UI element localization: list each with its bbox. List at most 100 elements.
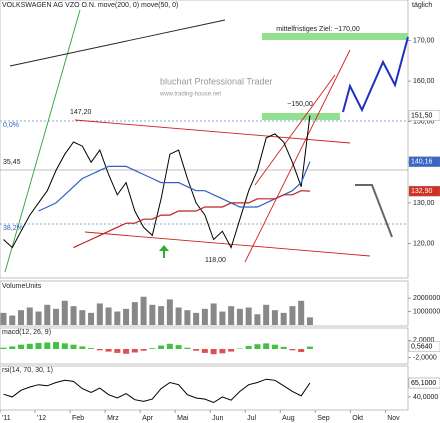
- macd-panel: [0, 327, 409, 365]
- watermark: bluchart Professional Trader: [160, 76, 273, 86]
- bar: [35, 311, 42, 325]
- bar: [61, 300, 68, 325]
- value-label: 0,5640: [411, 343, 433, 350]
- y-tick-label: 40,0000: [413, 394, 438, 401]
- x-tick-label: '11: [2, 415, 11, 422]
- y-tick-label: 120,00: [413, 240, 435, 247]
- series-line: [73, 190, 310, 249]
- bar: [131, 302, 138, 325]
- watermark: www.trading-house.net: [159, 92, 221, 98]
- bar: [35, 342, 42, 349]
- bar: [184, 347, 191, 349]
- bar: [114, 311, 121, 325]
- panel-title: rsi(14, 70, 30, 1): [2, 367, 53, 374]
- value-label: 65,1000: [411, 380, 436, 387]
- price-panel: [0, 0, 409, 279]
- panel-title: macd(12, 26, 9): [2, 329, 51, 336]
- bar: [158, 345, 165, 349]
- projection: [342, 36, 409, 113]
- annotation: ~150,00: [287, 101, 313, 108]
- bar: [9, 315, 16, 325]
- bar: [79, 346, 86, 349]
- x-tick-label: Feb: [72, 415, 84, 422]
- bar: [88, 312, 95, 325]
- bar: [254, 344, 261, 349]
- target-zone: [262, 113, 340, 120]
- x-tick-label: Sep: [317, 415, 330, 422]
- value-label: 132,90: [411, 188, 433, 195]
- value-label: 140,16: [411, 158, 433, 165]
- bar: [79, 310, 86, 325]
- y-tick-label: -2,0000: [413, 355, 437, 362]
- series-line: [3, 378, 311, 404]
- channel-line: [74, 119, 351, 144]
- x-tick-label: Okt: [352, 415, 363, 422]
- x-tick-label: Mrz: [107, 415, 119, 422]
- bar: [149, 304, 156, 325]
- bar: [193, 312, 200, 325]
- bar: [105, 307, 112, 325]
- bar: [201, 308, 208, 325]
- y-tick-label: 1000000: [413, 308, 440, 315]
- bar: [70, 344, 77, 349]
- bar: [140, 296, 147, 325]
- x-tick-label: Jul: [247, 415, 256, 422]
- bar: [280, 346, 287, 349]
- bar: [131, 349, 138, 353]
- annotation: 0,0%: [3, 122, 19, 129]
- annotation: 35,45: [3, 159, 21, 166]
- value-label: 151,50: [411, 112, 433, 119]
- bar: [271, 344, 278, 349]
- bar: [280, 312, 287, 325]
- bar: [210, 349, 217, 355]
- bar: [123, 349, 130, 354]
- x-tick-label: Aug: [282, 415, 295, 422]
- bar: [18, 310, 25, 325]
- y-tick-label: 150,00: [413, 119, 435, 126]
- value-label-bg: [408, 341, 440, 352]
- target-zone: [262, 33, 408, 40]
- value-label-bg: [408, 185, 440, 197]
- bar: [184, 310, 191, 325]
- bar: [88, 348, 95, 349]
- bar: [114, 349, 121, 353]
- projection: [355, 184, 393, 238]
- bar: [105, 349, 112, 352]
- period: täglich: [412, 2, 432, 9]
- bar: [228, 349, 235, 352]
- annotation: 38,2%: [3, 225, 23, 232]
- bar: [245, 307, 252, 325]
- bar: [306, 346, 313, 349]
- bar: [175, 307, 182, 325]
- bar: [158, 306, 165, 325]
- bar: [26, 343, 33, 349]
- buy-arrow: [159, 245, 169, 258]
- bar: [53, 342, 60, 349]
- y-tick-label: 2,0000: [413, 337, 435, 344]
- bar: [53, 308, 60, 325]
- y-tick-label: 130,00: [413, 200, 435, 207]
- bar: [236, 308, 243, 325]
- bar: [0, 312, 7, 325]
- x-tick-label: Mai: [177, 415, 189, 422]
- bar: [18, 344, 25, 349]
- trend-line: [254, 74, 336, 186]
- trend-line: [9, 19, 226, 67]
- bar: [201, 349, 208, 353]
- bar: [166, 343, 173, 349]
- channel-line: [84, 231, 371, 257]
- bar: [245, 345, 252, 349]
- bar: [289, 349, 296, 351]
- bar: [70, 306, 77, 325]
- series-line: [38, 161, 311, 212]
- bar: [271, 310, 278, 325]
- panel-title: VolumeUnits: [2, 283, 42, 290]
- bar: [166, 299, 173, 325]
- bar: [219, 311, 226, 325]
- bar: [263, 343, 270, 349]
- bar: [306, 317, 313, 325]
- bar: [175, 345, 182, 349]
- bar: [44, 342, 51, 349]
- annotation: 118,00: [205, 257, 226, 264]
